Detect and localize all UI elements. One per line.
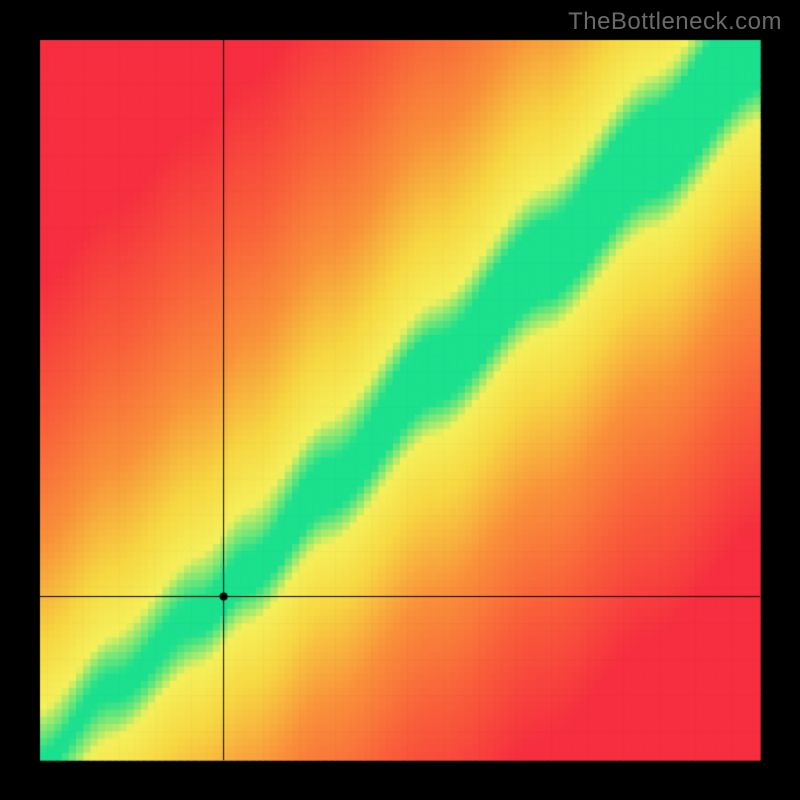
watermark-text: TheBottleneck.com xyxy=(568,8,782,36)
chart-container: TheBottleneck.com xyxy=(0,0,800,800)
bottleneck-heatmap xyxy=(0,0,800,800)
